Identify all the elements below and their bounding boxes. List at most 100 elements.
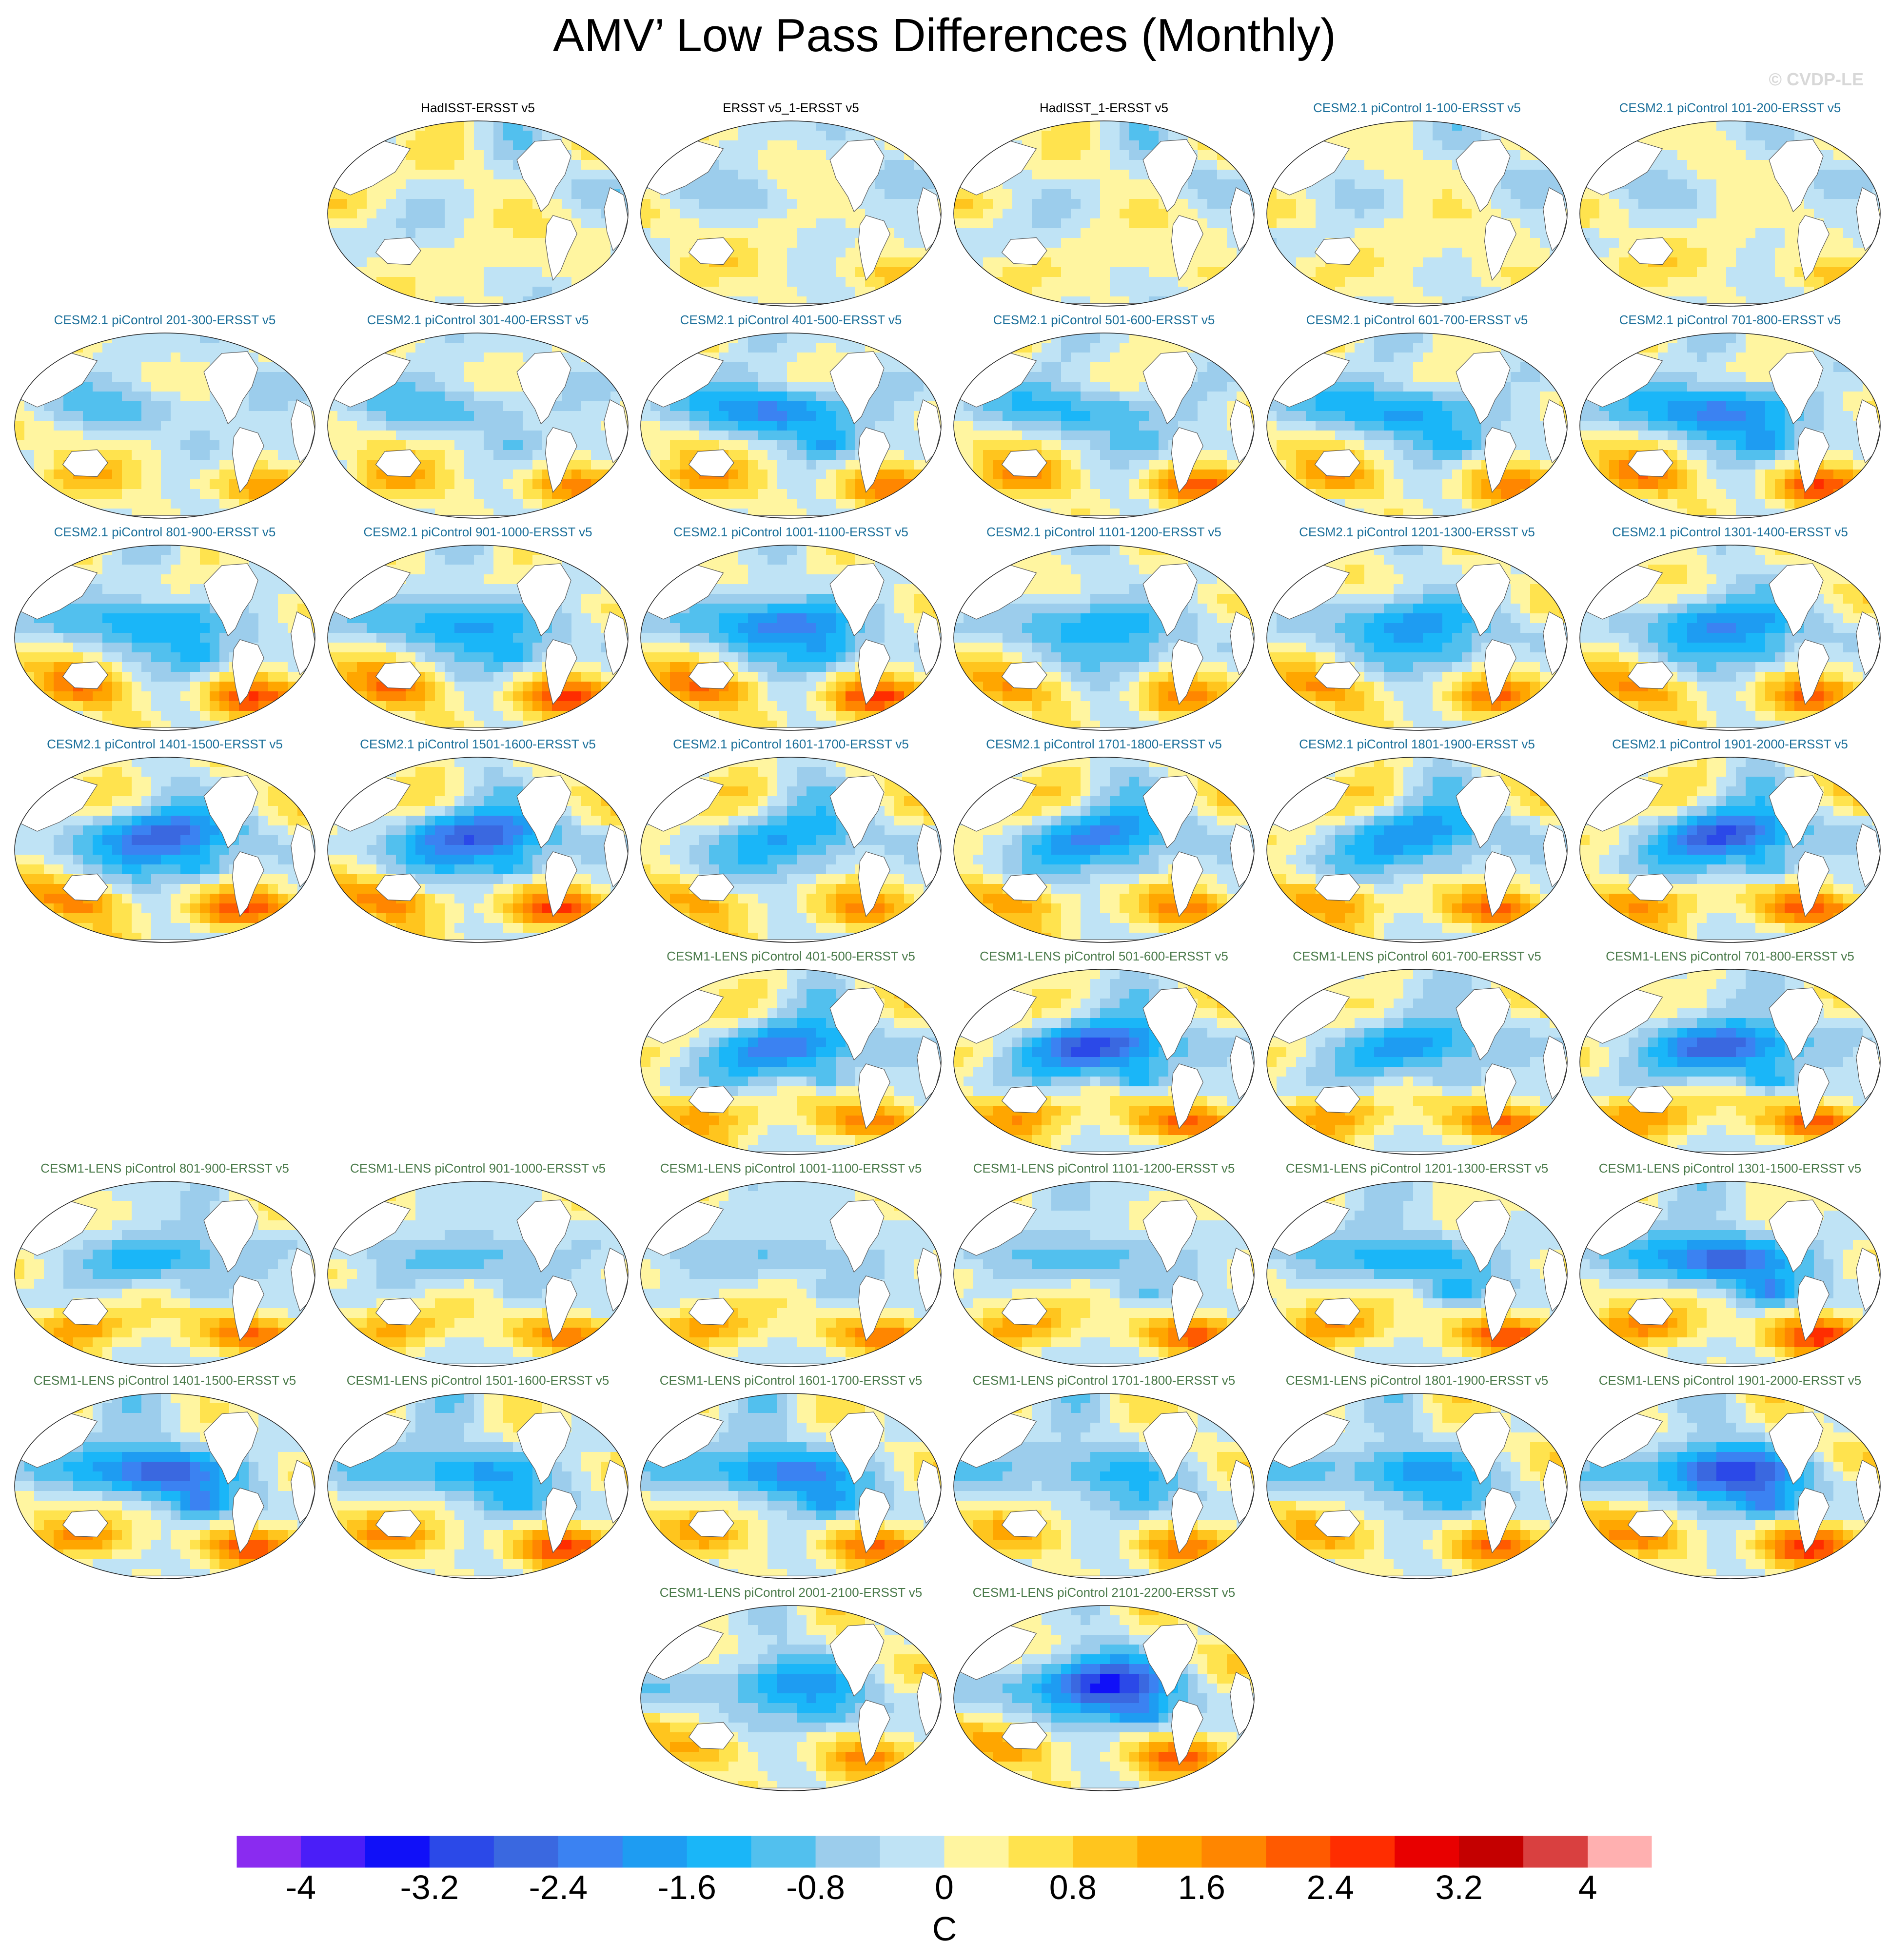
field-cell [337,372,348,382]
field-cell [435,160,445,170]
field-cell [1413,199,1423,209]
field-cell [650,277,661,287]
field-cell [954,160,964,170]
field-cell [797,450,807,460]
field-cell [894,140,905,151]
field-cell [904,121,914,131]
field-cell [210,499,220,509]
field-cell [591,131,601,141]
field-cell [1609,238,1619,248]
field-cell [1472,248,1482,258]
field-cell [983,248,993,258]
field-cell [1403,267,1414,277]
field-cell [112,353,122,363]
field-cell [347,140,357,151]
field-cell [885,179,895,190]
field-cell [1237,179,1247,190]
field-cell [1736,287,1746,297]
field-cell [532,209,543,219]
field-cell [738,189,748,199]
field-cell [610,150,621,160]
field-cell [161,489,171,499]
field-cell [1550,257,1560,268]
field-cell [1530,179,1540,190]
field-cell [484,411,494,421]
field-cell [1452,287,1462,297]
field-cell [552,199,562,209]
field-cell [933,140,941,151]
field-cell [1129,140,1140,151]
field-cell [435,382,445,392]
field-cell [1677,140,1688,151]
field-cell [875,189,885,199]
field-cell [1736,121,1746,131]
field-cell [1042,267,1052,277]
field-cell [229,421,239,431]
field-cell [1648,267,1658,277]
field-cell [258,401,269,412]
field-cell [161,372,171,382]
field-cell [102,343,113,353]
field-cell [865,296,875,306]
field-cell [1061,277,1071,287]
field-cell [396,179,406,190]
field-cell [1775,257,1785,268]
field-cell [523,267,533,277]
field-cell [816,267,826,277]
field-cell [875,267,885,277]
field-cell [1580,287,1590,297]
field-cell [1081,372,1091,382]
map-panel: CESM2.1 piControl 101-200-ERSST v5 [1574,100,1886,312]
field-cell [993,267,1003,277]
field-cell [1853,121,1863,131]
field-cell [161,353,171,363]
field-cell [1833,199,1844,209]
field-cell [1550,296,1560,306]
field-cell [415,121,426,131]
field-cell [1580,160,1590,170]
field-cell [132,440,142,451]
field-cell [1100,218,1110,229]
field-cell [571,333,582,343]
field-cell [1306,121,1316,131]
field-cell [415,257,426,268]
field-cell [591,421,601,431]
field-cell [1149,238,1159,248]
field-cell [93,440,103,451]
field-cell [1707,228,1717,238]
field-cell [591,228,601,238]
field-cell [758,121,768,131]
field-cell [474,362,484,372]
field-cell [1384,209,1394,219]
field-cell [229,509,239,518]
field-cell [1110,353,1120,363]
field-cell [1775,209,1785,219]
field-cell [367,489,377,499]
field-cell [532,287,543,297]
field-cell [620,160,628,170]
field-cell [660,140,670,151]
field-cell [513,382,523,392]
field-cell [258,421,269,431]
field-cell [1491,277,1501,287]
field-cell [933,248,941,258]
field-cell [1207,228,1218,238]
field-cell [748,287,758,297]
field-cell [425,392,435,402]
field-cell [1824,287,1834,297]
field-cell [1061,121,1071,131]
field-cell [787,131,797,141]
field-cell [1609,140,1619,151]
field-cell [767,421,778,431]
field-cell [1697,238,1707,248]
field-cell [93,362,103,372]
field-cell [1051,218,1062,229]
field-cell [738,267,748,277]
field-cell [826,277,836,287]
field-cell [816,189,826,199]
field-cell [1394,267,1404,277]
field-cell [816,257,826,268]
field-cell [367,431,377,441]
field-cell [787,499,797,509]
field-cell [904,460,914,470]
